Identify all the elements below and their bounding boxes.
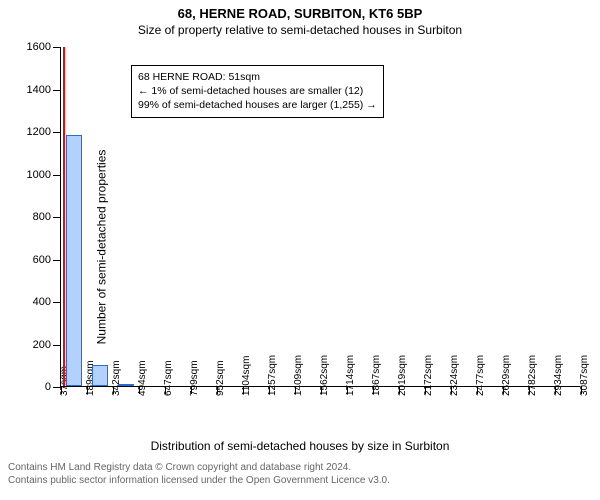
marker-line [63,47,65,386]
bar [118,384,135,386]
x-tick-label: 2934sqm [553,355,564,396]
y-tick-label: 1400 [27,84,61,96]
plot-area: 0200400600800100012001400160037sqm189sqm… [60,47,580,387]
page-subtitle: Size of property relative to semi-detach… [0,21,600,37]
y-tick-label: 1200 [27,126,61,138]
x-tick-label: 2172sqm [423,355,434,396]
footer-line-1: Contains HM Land Registry data © Crown c… [8,461,592,474]
bar [92,365,109,386]
y-tick-label: 800 [33,211,61,223]
x-tick-label: 1257sqm [267,355,278,396]
x-tick-label: 1562sqm [319,355,330,396]
x-tick-label: 799sqm [189,360,200,396]
x-tick-label: 1409sqm [293,355,304,396]
y-tick-label: 1600 [27,41,61,53]
x-tick-label: 2324sqm [449,355,460,396]
y-tick-label: 1000 [27,169,61,181]
footer-line-2: Contains public sector information licen… [8,474,592,487]
legend-line: ← 1% of semi-detached houses are smaller… [138,84,377,98]
y-tick-label: 400 [33,296,61,308]
page-title: 68, HERNE ROAD, SURBITON, KT6 5BP [0,0,600,21]
y-tick-label: 200 [33,339,61,351]
x-axis-label: Distribution of semi-detached houses by … [0,439,600,453]
legend-box: 68 HERNE ROAD: 51sqm← 1% of semi-detache… [131,65,384,118]
legend-line: 99% of semi-detached houses are larger (… [138,98,377,112]
x-tick-label: 494sqm [137,360,148,396]
x-tick-label: 2629sqm [501,355,512,396]
footer-attribution: Contains HM Land Registry data © Crown c… [0,457,600,487]
x-tick-label: 2019sqm [397,355,408,396]
x-tick-label: 1104sqm [241,356,252,396]
chart-container: Number of semi-detached properties 02004… [0,37,600,457]
x-tick-label: 1714sqm [345,355,356,396]
x-tick-label: 2782sqm [527,355,538,396]
y-tick-label: 600 [33,254,61,266]
x-tick-label: 2477sqm [475,355,486,396]
x-tick-label: 1867sqm [371,355,382,396]
legend-line: 68 HERNE ROAD: 51sqm [138,70,377,84]
x-tick-label: 342sqm [111,360,122,396]
x-tick-label: 952sqm [215,360,226,396]
x-tick-label: 3087sqm [579,355,590,396]
bar [66,135,83,386]
x-tick-label: 647sqm [163,360,174,396]
